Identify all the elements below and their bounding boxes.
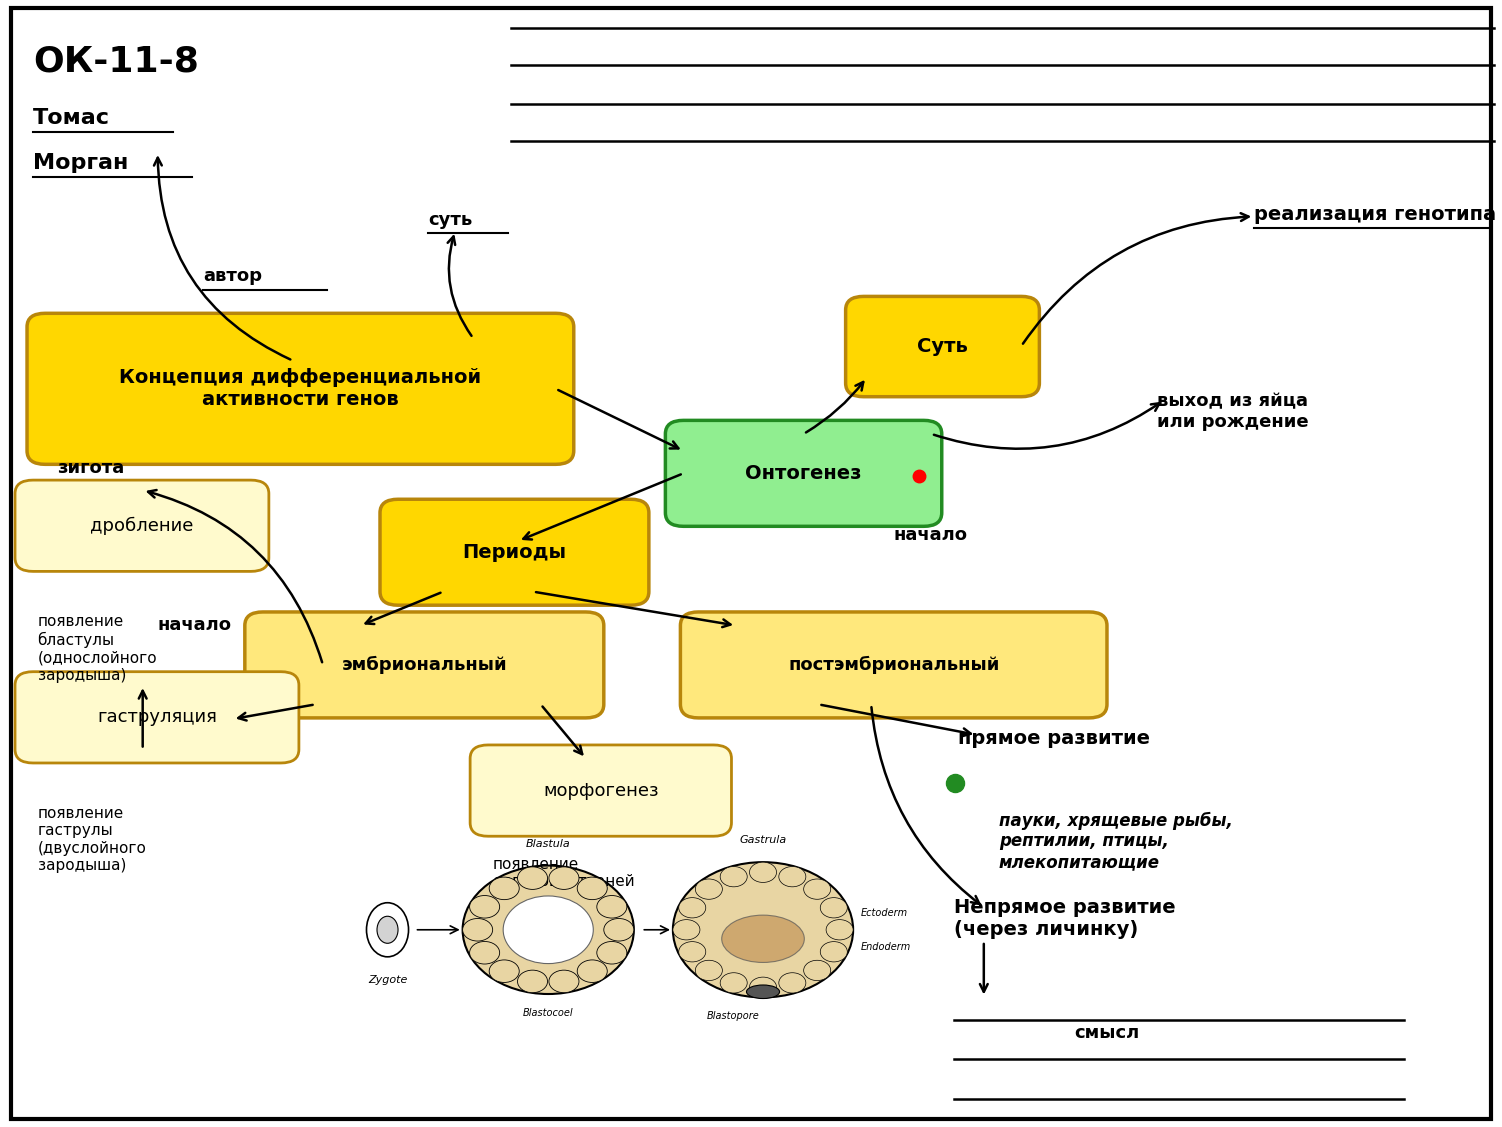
- FancyBboxPatch shape: [846, 296, 1039, 397]
- Circle shape: [719, 973, 746, 993]
- Circle shape: [548, 970, 578, 993]
- Circle shape: [719, 867, 746, 887]
- Ellipse shape: [366, 903, 409, 957]
- Circle shape: [518, 867, 548, 889]
- Text: гаструляция: гаструляция: [98, 709, 216, 726]
- Text: ОК-11-8: ОК-11-8: [33, 45, 198, 79]
- Circle shape: [463, 919, 493, 941]
- Ellipse shape: [722, 915, 805, 962]
- FancyBboxPatch shape: [680, 612, 1107, 718]
- FancyBboxPatch shape: [27, 313, 574, 464]
- Ellipse shape: [746, 985, 780, 999]
- FancyBboxPatch shape: [380, 499, 649, 605]
- Circle shape: [463, 866, 634, 994]
- Text: Zygote: Zygote: [368, 975, 407, 985]
- Text: Морган: Морган: [33, 153, 128, 174]
- Circle shape: [695, 960, 722, 980]
- Circle shape: [820, 897, 847, 917]
- Circle shape: [749, 977, 777, 997]
- Circle shape: [490, 877, 520, 899]
- Ellipse shape: [377, 916, 398, 943]
- Text: Периоды: Периоды: [463, 543, 566, 561]
- Text: пауки, хрящевые рыбы,
рептилии, птицы,
млекопитающие: пауки, хрящевые рыбы, рептилии, птицы, м…: [999, 811, 1233, 871]
- Text: Blastocoel: Blastocoel: [523, 1008, 574, 1018]
- Text: Непрямое развитие
(через личинку): Непрямое развитие (через личинку): [954, 898, 1176, 939]
- Text: Томас: Томас: [33, 108, 110, 128]
- Text: Концепция дифференциальной
активности генов: Концепция дифференциальной активности ге…: [119, 369, 482, 409]
- Text: начало: начало: [894, 526, 967, 544]
- Circle shape: [780, 973, 807, 993]
- Text: морфогенез: морфогенез: [544, 782, 658, 799]
- Text: появление
органов и тканей: появление органов и тканей: [493, 857, 634, 889]
- FancyBboxPatch shape: [15, 672, 299, 763]
- Text: Blastopore: Blastopore: [706, 1011, 760, 1021]
- Text: постэмбриональный: постэмбриональный: [789, 656, 999, 674]
- Circle shape: [780, 867, 807, 887]
- Text: начало: начало: [158, 616, 231, 635]
- Circle shape: [673, 862, 853, 997]
- Circle shape: [577, 960, 607, 983]
- FancyBboxPatch shape: [245, 612, 604, 718]
- Text: суть: суть: [428, 211, 472, 229]
- Text: Ectoderm: Ectoderm: [861, 908, 907, 917]
- Text: Gastrula: Gastrula: [739, 835, 787, 845]
- Circle shape: [470, 941, 500, 964]
- FancyBboxPatch shape: [665, 420, 942, 526]
- Text: дробление: дробление: [90, 516, 194, 535]
- Text: Онтогенез: Онтогенез: [745, 464, 862, 482]
- Text: появление
бластулы
(однослойного
зародыша): появление бластулы (однослойного зародыш…: [38, 614, 158, 683]
- Text: выход из яйца
или рождение: выход из яйца или рождение: [1157, 392, 1308, 431]
- Circle shape: [518, 970, 548, 993]
- FancyBboxPatch shape: [15, 480, 269, 571]
- Circle shape: [804, 879, 831, 899]
- Circle shape: [577, 877, 607, 899]
- Circle shape: [679, 897, 706, 917]
- Circle shape: [673, 920, 700, 940]
- Circle shape: [804, 960, 831, 980]
- Circle shape: [596, 941, 626, 964]
- Text: Endoderm: Endoderm: [861, 942, 910, 951]
- Text: смысл: смысл: [1074, 1024, 1139, 1042]
- Circle shape: [548, 867, 578, 889]
- Text: эмбриональный: эмбриональный: [341, 656, 508, 674]
- Circle shape: [470, 896, 500, 919]
- Circle shape: [596, 896, 626, 919]
- Circle shape: [826, 920, 853, 940]
- Text: зигота: зигота: [57, 459, 125, 477]
- Circle shape: [820, 942, 847, 962]
- Text: появление
гаструлы
(двуслойного
зародыша): появление гаструлы (двуслойного зародыша…: [38, 806, 146, 873]
- Text: Суть: Суть: [918, 337, 967, 356]
- Circle shape: [695, 879, 722, 899]
- FancyBboxPatch shape: [470, 745, 731, 836]
- Text: реализация генотипа: реализация генотипа: [1254, 205, 1496, 223]
- Text: прямое развитие: прямое развитие: [958, 729, 1151, 747]
- Circle shape: [490, 960, 520, 983]
- Text: автор: автор: [203, 267, 261, 285]
- Circle shape: [604, 919, 634, 941]
- Circle shape: [503, 896, 593, 964]
- Circle shape: [749, 862, 777, 882]
- Circle shape: [679, 942, 706, 962]
- Text: Blastula: Blastula: [526, 838, 571, 849]
